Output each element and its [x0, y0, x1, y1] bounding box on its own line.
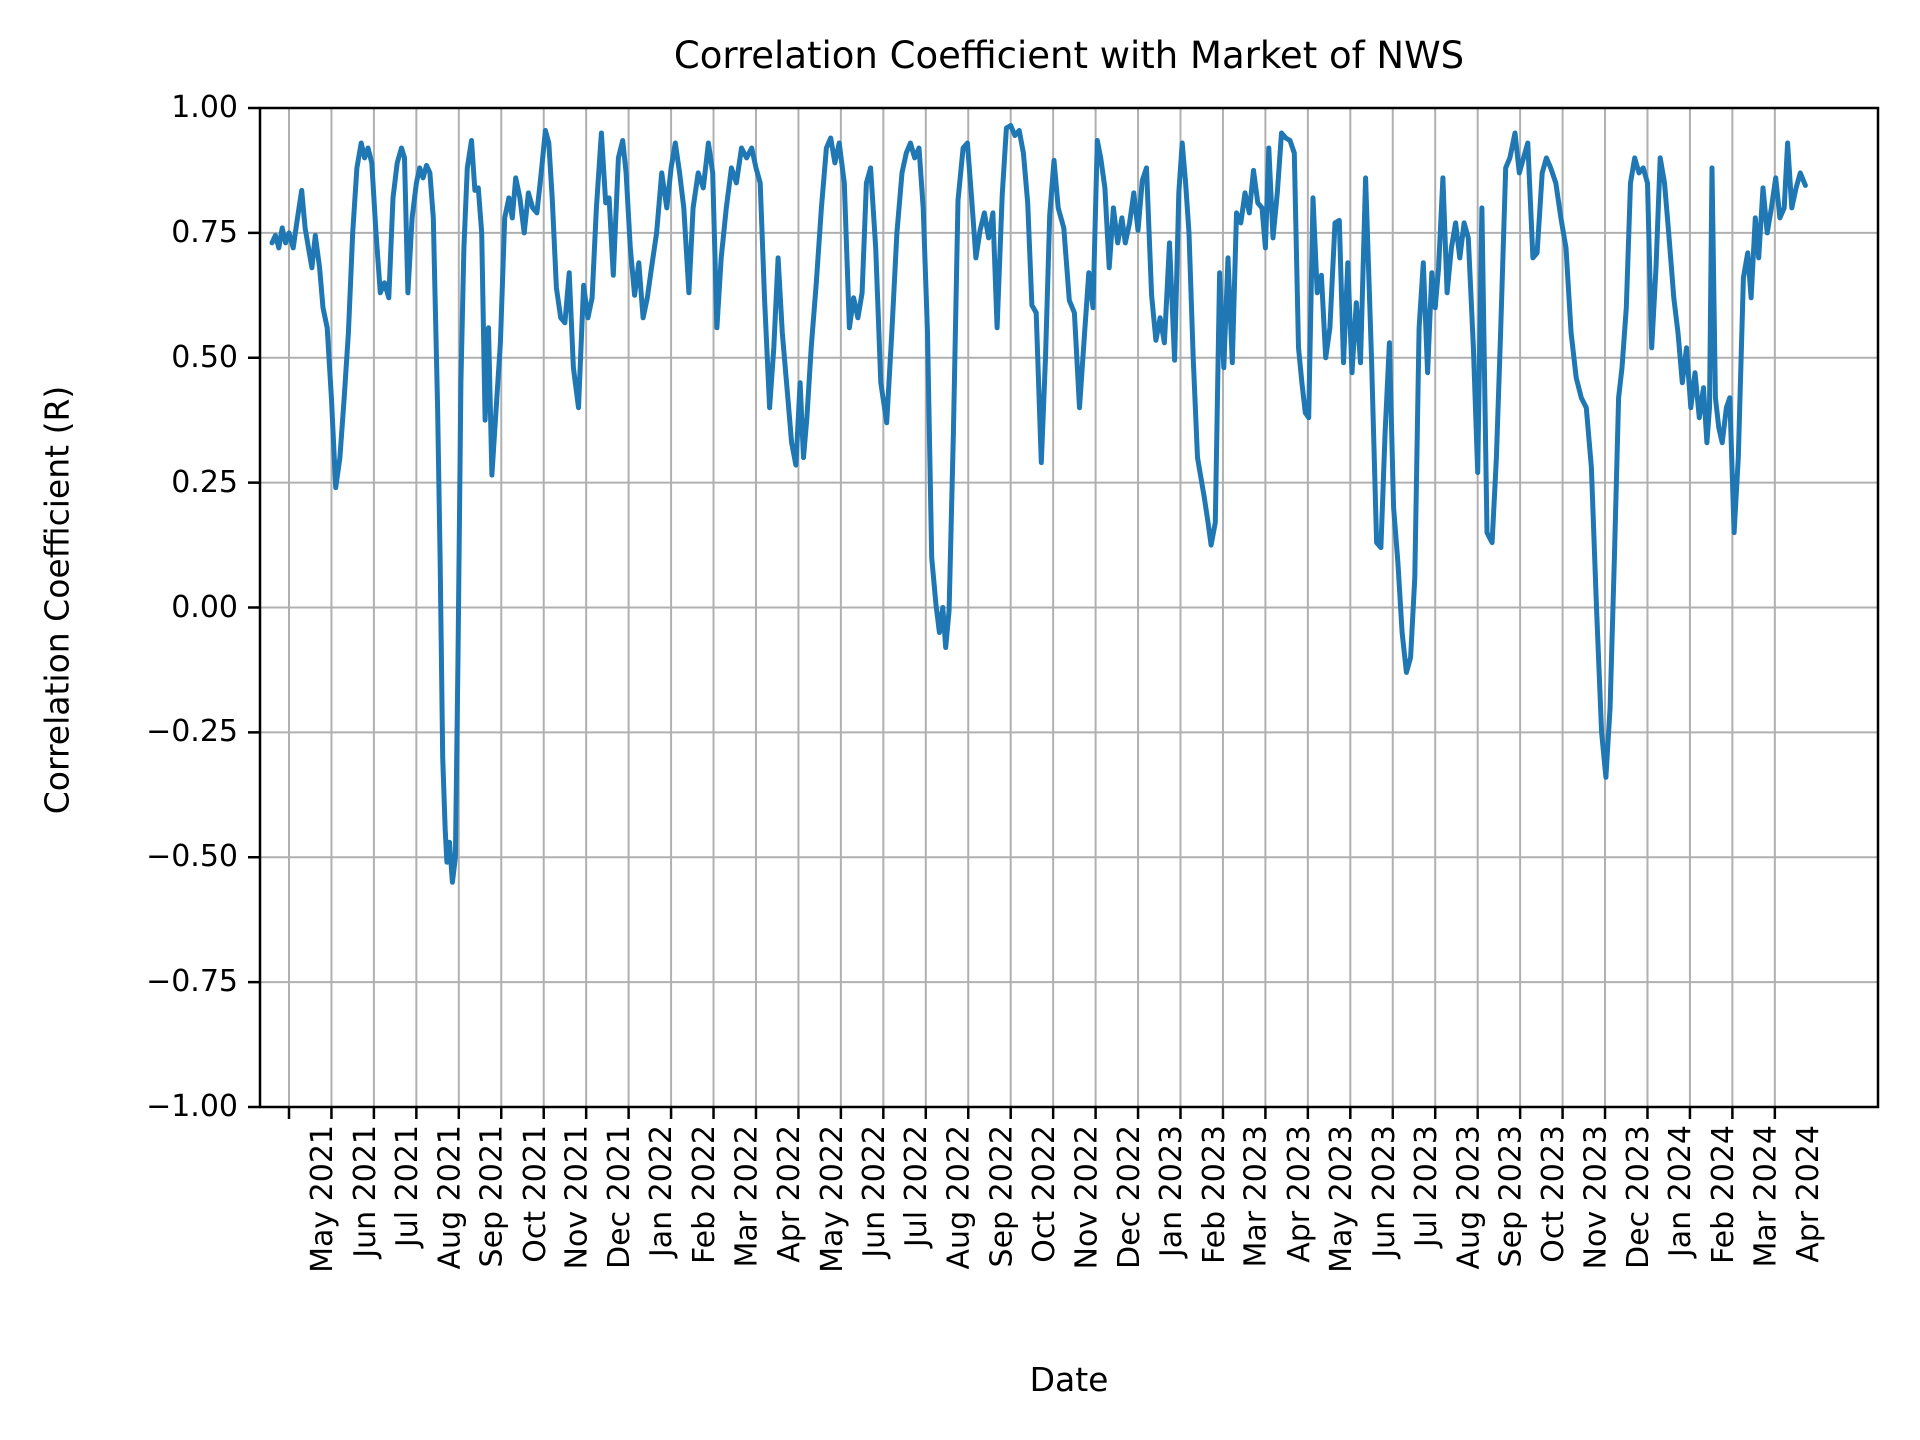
x-tick-label: Jun 2021 [347, 1125, 383, 1258]
x-tick-label: Feb 2024 [1705, 1125, 1741, 1264]
y-tick-label: 0.50 [171, 339, 238, 375]
x-tick-label: Jun 2022 [856, 1125, 892, 1258]
x-tick-label: Nov 2022 [1069, 1125, 1105, 1270]
x-tick-label: Sep 2021 [474, 1125, 510, 1268]
y-tick-label: 0.75 [171, 214, 238, 250]
x-tick-label: Jul 2023 [1408, 1125, 1444, 1248]
x-tick-label: Mar 2022 [729, 1125, 765, 1268]
x-tick-label: Aug 2023 [1451, 1125, 1487, 1270]
x-tick-label: Nov 2023 [1578, 1125, 1614, 1270]
y-tick-label: −0.75 [146, 964, 238, 1000]
x-tick-label: Aug 2022 [941, 1125, 977, 1270]
x-tick-label: Sep 2023 [1493, 1125, 1529, 1268]
x-tick-label: Apr 2022 [771, 1125, 807, 1263]
x-tick-label: Dec 2022 [1111, 1125, 1147, 1269]
y-tick-label: −0.25 [146, 714, 238, 750]
y-tick-label: 0.25 [171, 464, 238, 500]
correlation-series-line [269, 123, 1808, 885]
x-tick-label: Feb 2022 [687, 1125, 723, 1264]
x-tick-label: Oct 2021 [517, 1125, 553, 1263]
y-tick-label: −0.50 [146, 839, 238, 875]
axes-spines [258, 106, 1880, 1109]
x-tick-label: Sep 2022 [984, 1125, 1020, 1268]
x-tick-label: Feb 2023 [1196, 1125, 1232, 1264]
x-tick-label: May 2022 [814, 1125, 850, 1273]
x-tick-label: Jan 2022 [644, 1125, 680, 1258]
x-tick-label: Oct 2022 [1026, 1125, 1062, 1263]
x-tick-label: Aug 2021 [432, 1125, 468, 1270]
x-tick-label: Jul 2022 [899, 1125, 935, 1248]
y-tick-label: 1.00 [171, 90, 238, 125]
x-tick-label: Mar 2023 [1238, 1125, 1274, 1268]
x-tick-label: Apr 2024 [1790, 1125, 1826, 1263]
y-tick-label: 0.00 [171, 589, 238, 625]
x-tick-label: Jul 2021 [389, 1125, 425, 1248]
x-tick-label: May 2021 [305, 1125, 340, 1273]
x-tick-label: Apr 2023 [1281, 1125, 1317, 1263]
chart-title: Correlation Coefficient with Market of N… [673, 34, 1465, 77]
y-axis-label: Correlation Coefficient (R) [37, 385, 77, 815]
x-tick-label: Dec 2023 [1621, 1125, 1657, 1269]
x-tick-label: Jun 2023 [1366, 1125, 1402, 1258]
x-tick-label: Jan 2024 [1663, 1125, 1699, 1258]
x-tick-label: Nov 2021 [559, 1125, 595, 1270]
x-tick-label: Jan 2023 [1154, 1125, 1190, 1258]
x-tick-label: May 2023 [1323, 1125, 1359, 1273]
x-tick-label: Mar 2024 [1748, 1125, 1784, 1268]
x-tick-label: Dec 2021 [602, 1125, 638, 1269]
y-tick-label: −1.00 [146, 1089, 238, 1124]
x-axis-label: Date [1029, 1360, 1109, 1399]
x-tick-label: Oct 2023 [1536, 1125, 1572, 1263]
